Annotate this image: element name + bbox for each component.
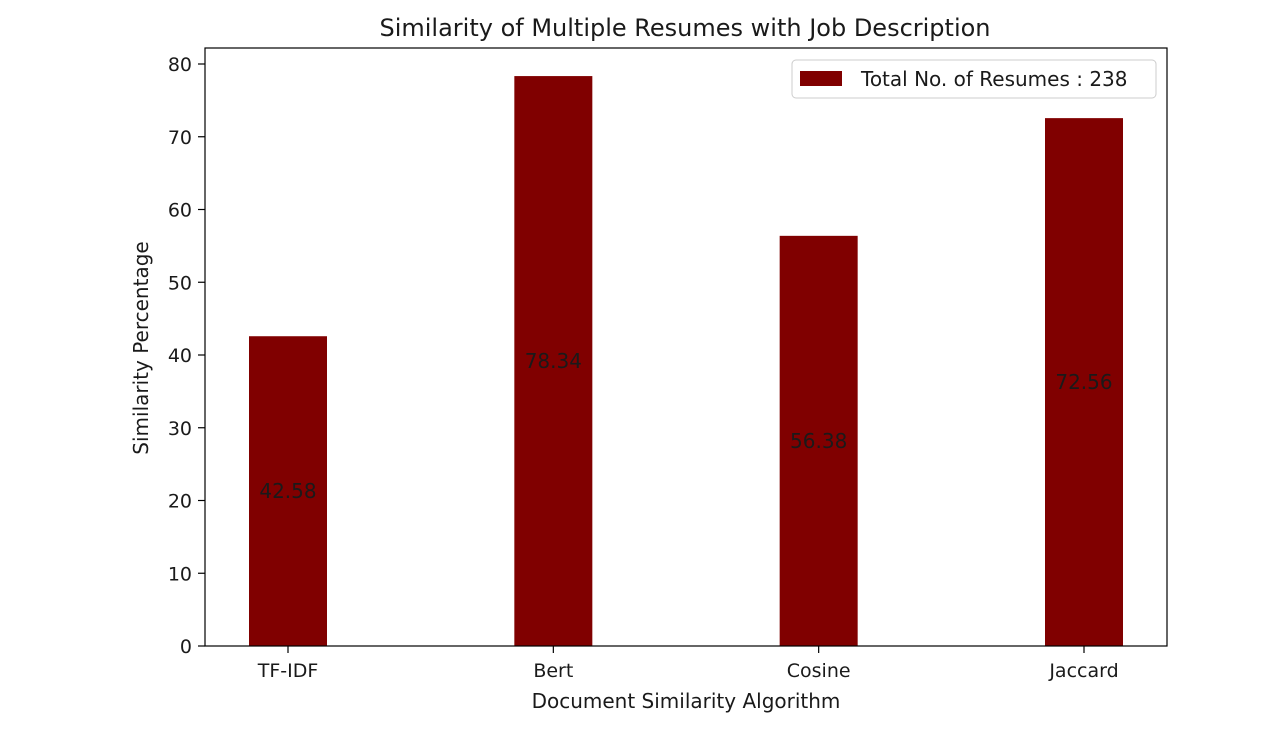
x-tick-label: Bert [533,660,573,682]
bars-layer [249,76,1123,647]
x-tick-label: Cosine [787,660,851,682]
y-tick-label: 50 [168,272,192,294]
y-tick-label: 30 [168,418,192,440]
data-label: 42.58 [259,479,316,503]
y-tick-label: 60 [168,200,192,222]
bar-bert [514,76,593,647]
data-label: 78.34 [525,349,582,373]
bar-cosine [779,235,858,646]
x-tick-label: Jaccard [1048,660,1118,682]
legend-swatch [800,71,842,86]
y-tick-label: 40 [168,345,192,367]
x-axis-label: Document Similarity Algorithm [532,689,841,713]
y-tick-label: 20 [168,491,192,513]
legend-entry-label: Total No. of Resumes : 238 [860,67,1128,91]
x-axis: TF-IDF Bert Cosine Jaccard [257,646,1119,682]
bar-tf-idf [249,336,327,646]
y-tick-label: 70 [168,127,192,149]
y-tick-label: 0 [180,636,192,658]
data-label: 56.38 [790,429,847,453]
legend: Total No. of Resumes : 238 [791,59,1157,99]
y-axis: 0 10 20 30 40 50 60 70 80 [168,54,205,658]
legend-box [791,59,1157,99]
y-axis-label: Similarity Percentage [129,241,153,454]
y-tick-label: 10 [168,563,192,585]
x-tick-label: TF-IDF [257,660,319,682]
data-label: 72.56 [1055,370,1112,394]
plot-area-frame [204,47,1168,647]
bar-jaccard [1045,118,1123,647]
data-labels-layer: 42.58 78.34 56.38 72.56 [259,349,1112,503]
y-tick-label: 80 [168,54,192,76]
chart-title: Similarity of Multiple Resumes with Job … [379,14,990,42]
